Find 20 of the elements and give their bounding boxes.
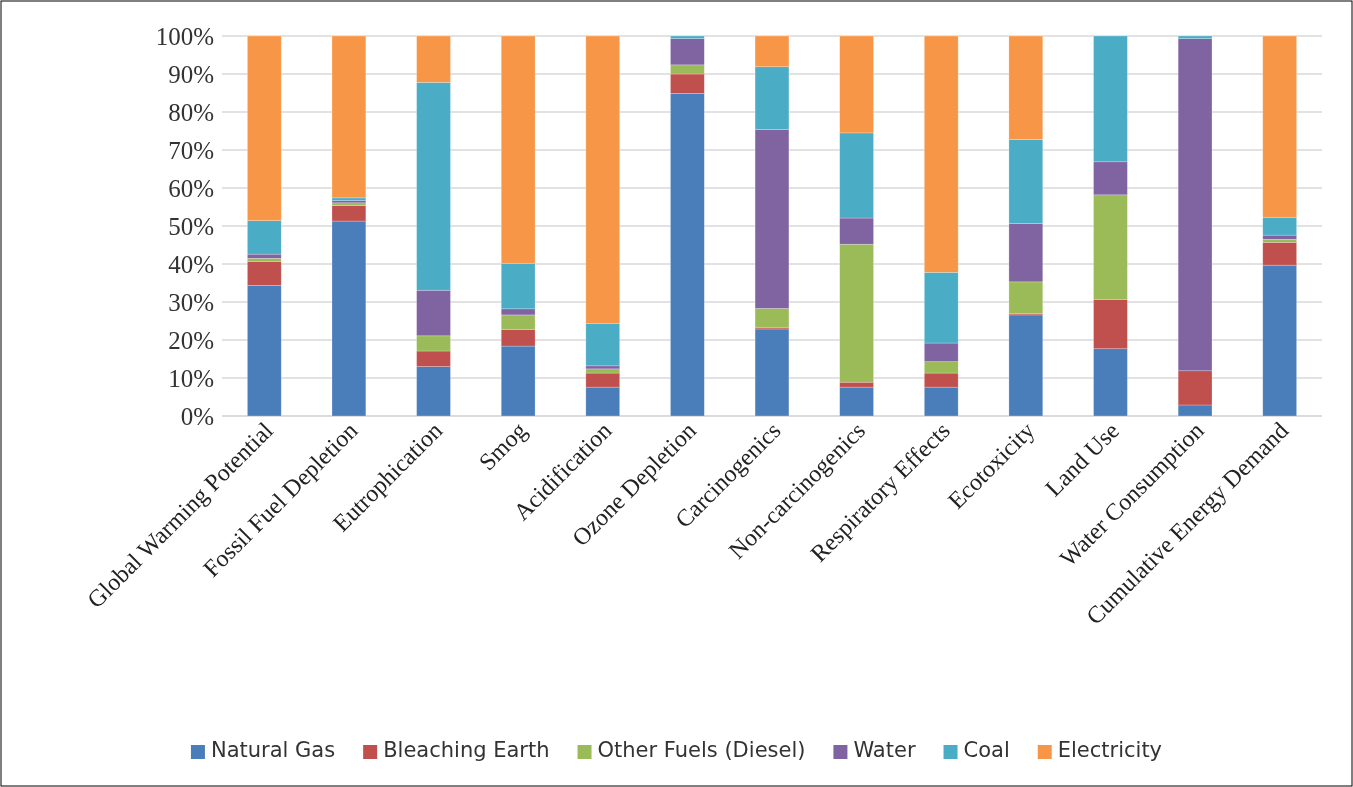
bar [754,328,790,417]
legend-label: Electricity [1057,738,1163,762]
y-tick-label: 80% [168,98,214,126]
y-tick-label: 40% [168,250,214,278]
legend-label: Bleaching Earth [383,738,550,762]
y-tick-label: 100% [155,22,214,50]
y-tick-label: 70% [168,136,214,164]
legend-label: Water [853,738,916,762]
y-tick-label: 90% [168,60,214,88]
legend-label: Natural Gas [210,738,336,762]
y-tick-label: 60% [168,174,214,202]
bar [1008,314,1044,417]
y-tick-label: 10% [168,364,214,392]
legend-label: Coal [963,738,1010,762]
legend-label: Other Fuels (Diesel) [597,738,806,762]
bar [839,386,874,417]
y-tick-label: 30% [168,288,214,316]
y-tick-label: 50% [168,212,214,240]
bar [331,35,367,199]
y-tick-label: 20% [168,326,214,354]
